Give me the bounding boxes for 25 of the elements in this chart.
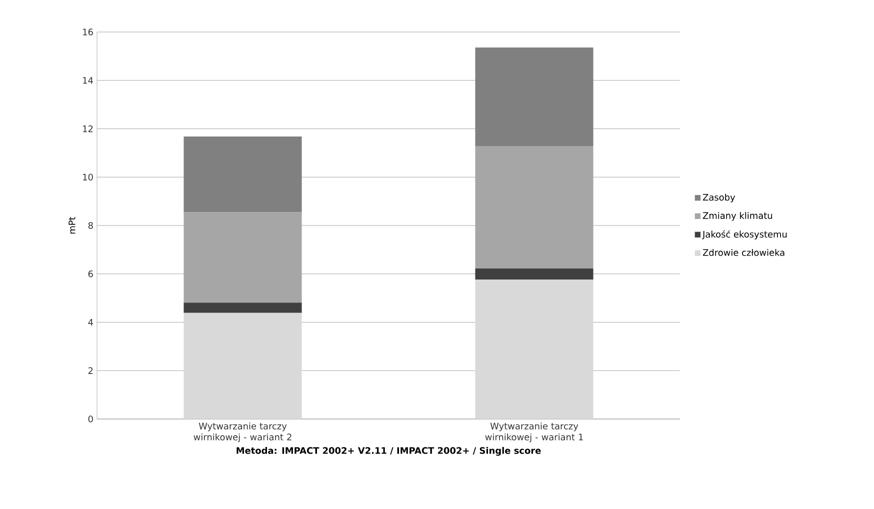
legend-label: Zmiany klimatu	[702, 212, 772, 221]
y-tick-label: 4	[88, 318, 93, 326]
legend-label: Jakość ekosystemu	[702, 230, 787, 240]
bar	[184, 212, 302, 303]
y-tick-label: 14	[83, 77, 93, 84]
bar	[475, 280, 594, 419]
y-tick-label: 10	[83, 174, 93, 181]
legend-label: Zdrowie człowieka	[702, 248, 784, 256]
x-axis-title: Metoda: IMPACT 2002+ V2.11 / IMPACT 2002+ / Single score	[236, 446, 541, 456]
y-tick-label: 16	[83, 28, 93, 36]
y-tick-label: 12	[83, 125, 93, 132]
legend-label: Zasoby	[702, 194, 736, 202]
y-tick-label: 2	[88, 367, 93, 374]
bar	[184, 136, 302, 212]
x-tick-label: Wytwarzanie tarczy wirnikowej - wariant 1	[485, 422, 583, 442]
y-tick-label: 8	[88, 222, 93, 229]
bar	[184, 302, 302, 313]
bar	[475, 268, 594, 280]
y-axis-title: mPt	[68, 216, 76, 234]
y-tick-label: 0	[88, 416, 93, 422]
bar	[475, 146, 594, 269]
y-tick-label: 6	[88, 270, 93, 278]
bar	[184, 312, 302, 419]
x-tick-label: Wytwarzanie tarczy wirnikowej - wariant 2	[194, 422, 292, 442]
bar	[475, 47, 594, 146]
